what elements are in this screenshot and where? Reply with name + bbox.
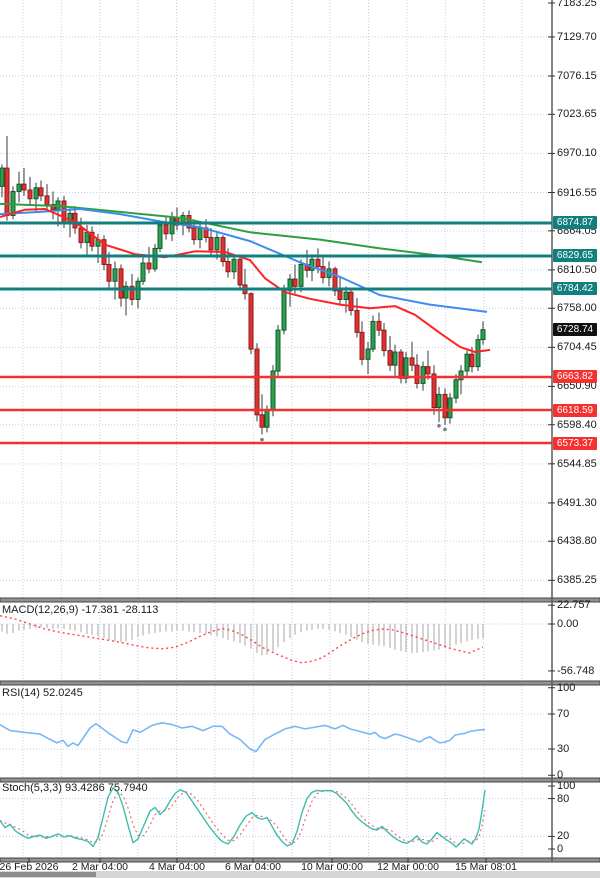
main-chart-panel[interactable] xyxy=(0,0,552,598)
price-tag: 6874.87 xyxy=(553,216,597,230)
axis-price-label: 6650.90 xyxy=(557,380,597,393)
axis-price-label: 100 xyxy=(557,681,576,694)
axis-price-label: 0 xyxy=(557,769,564,782)
axis-price-label: 6704.45 xyxy=(557,341,597,354)
axis-price-label: 0 xyxy=(557,843,564,855)
axis-price-label: 7129.70 xyxy=(557,30,597,43)
price-tag: 6663.82 xyxy=(553,370,597,384)
axis-price-label: 6916.55 xyxy=(557,186,597,199)
axis-price-label: 20 xyxy=(557,830,570,843)
axis-price-label: -56.748 xyxy=(557,664,595,677)
axis-time-label: 15 Mar 08:01 xyxy=(455,861,517,873)
axis-price-label: 6385.25 xyxy=(557,574,597,587)
axis-price-label: 7183.25 xyxy=(557,0,597,9)
price-tag: 6573.37 xyxy=(553,436,597,450)
price-tag: 6728.74 xyxy=(553,323,597,337)
axis-time-label: 10 Mar 00:00 xyxy=(301,861,363,873)
horizontal-scrollbar[interactable] xyxy=(0,871,600,878)
axis-time-label: 26 Feb 2026 xyxy=(0,861,59,873)
axis-price-label: 6598.40 xyxy=(557,418,597,431)
rsi-panel[interactable] xyxy=(0,686,552,778)
price-tag: 6618.59 xyxy=(553,403,597,417)
axis-time-label: 4 Mar 04:00 xyxy=(148,861,206,873)
axis-price-label: 0.00 xyxy=(557,618,579,630)
axis-price-label: 6758.00 xyxy=(557,302,597,315)
stoch-indicator-label: Stoch(5,3,3) 93.4286 75.7940 xyxy=(2,782,148,794)
rsi-indicator-label: RSI(14) 52.0245 xyxy=(2,687,83,699)
axis-price-label: 6810.50 xyxy=(557,263,597,276)
axis-price-label: 6544.85 xyxy=(557,457,597,470)
axis-price-label: 7023.65 xyxy=(557,108,597,121)
axis-time-label: 12 Mar 00:00 xyxy=(377,861,439,873)
axis-price-label: 30 xyxy=(557,743,570,755)
axis-price-label: 70 xyxy=(557,708,570,720)
price-tag: 6784.42 xyxy=(553,282,597,296)
axis-price-label: 22.757 xyxy=(557,599,591,612)
axis-time-label: 2 Mar 04:00 xyxy=(71,861,129,873)
axis-time-label: 6 Mar 04:00 xyxy=(224,861,282,873)
axis-price-label: 80 xyxy=(557,792,570,805)
axis-price-label: 6438.80 xyxy=(557,535,597,548)
axis-price-label: 100 xyxy=(557,780,576,792)
scrollbar-thumb[interactable] xyxy=(0,872,96,877)
macd-indicator-label: MACD(12,26,9) -17.381 -28.113 xyxy=(2,604,159,616)
price-tag: 6829.65 xyxy=(553,249,597,263)
axis-price-label: 6491.30 xyxy=(557,496,597,509)
stoch-panel[interactable] xyxy=(0,783,552,858)
axis-price-label: 7076.15 xyxy=(557,70,597,83)
axis-price-label: 6970.10 xyxy=(557,147,597,160)
